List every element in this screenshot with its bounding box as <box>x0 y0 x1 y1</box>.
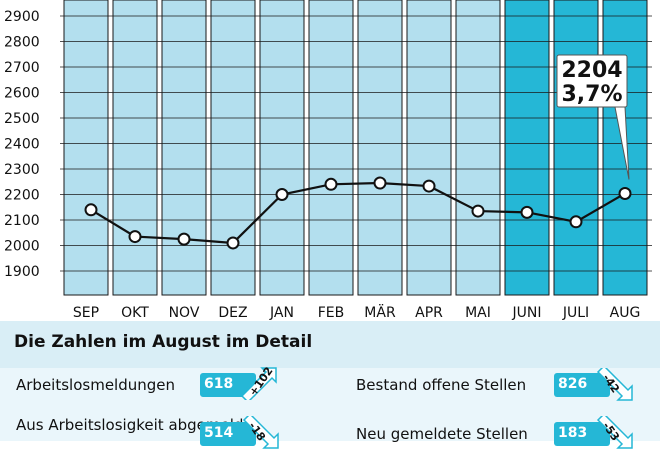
series-line <box>90 181 626 245</box>
x-tick-jan: JAN <box>269 305 294 321</box>
y-tick-2100: 2100 <box>4 213 40 229</box>
data-point-nov <box>177 232 191 246</box>
data-point-juni <box>520 205 534 219</box>
x-tick-aug: AUG <box>610 305 641 321</box>
x-tick-apr: APR <box>415 305 443 321</box>
column-feb <box>308 0 354 296</box>
callout-box <box>556 54 628 108</box>
x-tick-sep: SEP <box>73 305 99 321</box>
y-tick-2900: 2900 <box>4 9 40 25</box>
row-label-arbeitslosmeldungen: Arbeitslosmeldungen <box>16 376 176 394</box>
y-tick-2300: 2300 <box>4 162 40 178</box>
x-tick-juli: JULI <box>562 305 589 321</box>
data-point-okt <box>128 230 142 244</box>
column-dez <box>210 0 256 296</box>
column-juni <box>504 0 550 296</box>
detail-header <box>0 321 660 368</box>
column-apr <box>406 0 452 296</box>
data-point-mär <box>373 176 387 190</box>
data-point-aug <box>618 186 632 200</box>
stat-value-neu-gemeldete-stellen: 183 <box>558 425 588 441</box>
x-tick-feb: FEB <box>318 305 345 321</box>
column-mär <box>357 0 403 296</box>
x-tick-juni: JUNI <box>512 305 542 321</box>
stat-value-offene-stellen: 826 <box>558 376 588 392</box>
data-point-dez <box>226 236 240 250</box>
column-mai <box>455 0 501 296</box>
y-tick-2700: 2700 <box>4 60 40 76</box>
y-tick-2600: 2600 <box>4 86 40 102</box>
data-point-mai <box>471 204 485 218</box>
data-point-feb <box>324 177 338 191</box>
data-point-apr <box>422 179 436 193</box>
up-arrow-icon <box>240 367 277 400</box>
x-tick-mai: MAI <box>465 305 491 321</box>
stat-value-arbeitslosmeldungen: 618 <box>204 376 234 392</box>
detail-title: Die Zahlen im August im Detail <box>14 332 313 352</box>
callout-value: 2204 <box>561 58 622 83</box>
y-tick-2800: 2800 <box>4 35 40 51</box>
callout-percent: 3,7% <box>561 82 622 107</box>
y-tick-2200: 2200 <box>4 188 40 204</box>
x-tick-dez: DEZ <box>218 305 247 321</box>
y-tick-2500: 2500 <box>4 111 40 127</box>
column-jan <box>259 0 305 296</box>
change-badge-arbeitslosmeldungen: +102 <box>238 365 278 400</box>
data-point-sep <box>84 203 98 217</box>
x-tick-mär: MÄR <box>364 303 396 321</box>
data-point-jan <box>275 188 289 201</box>
y-tick-2400: 2400 <box>4 137 40 153</box>
stat-box-offene-stellen: 826 <box>554 373 610 397</box>
change-badge-neu-gemeldete-stellen: -53 <box>594 416 634 450</box>
column-juli <box>553 0 599 296</box>
row-label-neu-gemeldete-stellen: Neu gemeldete Stellen <box>356 425 528 443</box>
column-sep <box>63 0 109 296</box>
column-okt <box>112 0 158 296</box>
y-tick-1900: 1900 <box>4 264 40 280</box>
change-badge-offene-stellen: -42 <box>594 368 634 402</box>
x-tick-nov: NOV <box>169 305 200 321</box>
y-tick-2000: 2000 <box>4 239 40 255</box>
down-arrow-icon <box>596 368 633 401</box>
column-nov <box>161 0 207 296</box>
detail-body <box>0 368 660 441</box>
stat-value-abgemeldet: 514 <box>204 425 234 441</box>
row-label-abgemeldet: Aus Arbeitslosigkeit abgemeldet <box>16 416 259 434</box>
change-badge-abgemeldet: -18 <box>240 416 280 450</box>
x-tick-okt: OKT <box>121 305 149 321</box>
row-label-offene-stellen: Bestand offene Stellen <box>356 376 527 394</box>
data-point-juli <box>569 215 583 229</box>
